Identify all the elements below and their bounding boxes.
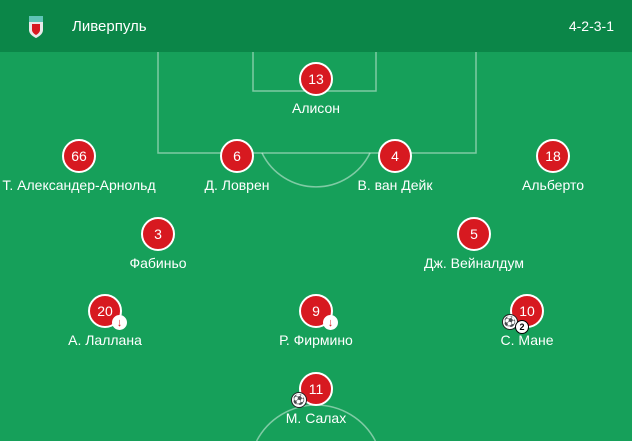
- player-name: Т. Александер-Арнольд: [2, 177, 156, 193]
- player-name: В. ван Дейк: [357, 177, 433, 193]
- team-header: Ливерпуль 4-2-3-1: [0, 0, 632, 52]
- formation: 4-2-3-1: [568, 18, 614, 34]
- player-number: 6: [220, 139, 254, 173]
- player-name: Дж. Вейналдум: [424, 255, 524, 271]
- player-number: 18: [536, 139, 570, 173]
- substitution-out-icon: ↓: [323, 315, 338, 330]
- player-number: 9: [299, 294, 333, 328]
- player-name: А. Лаллана: [68, 332, 142, 348]
- player-number: 5: [457, 217, 491, 251]
- player-name: Алисон: [291, 100, 340, 116]
- player-name: Д. Ловрен: [204, 177, 270, 193]
- player-number: 66: [62, 139, 96, 173]
- player-name: Р. Фирмино: [279, 332, 353, 348]
- player-name: М. Салах: [285, 410, 347, 426]
- player-number: 11: [299, 372, 333, 406]
- goal-ball-icon: ⚽: [291, 392, 307, 408]
- substitution-out-icon: ↓: [112, 315, 127, 330]
- player-number: 3: [141, 217, 175, 251]
- player-number: 4: [378, 139, 412, 173]
- player-name: Фабиньо: [129, 255, 187, 271]
- player-name: Альберто: [522, 177, 584, 193]
- team-name: Ливерпуль: [72, 18, 147, 35]
- liverpool-crest-icon: [29, 16, 43, 38]
- goal-count: 2: [515, 320, 529, 334]
- player-name: С. Мане: [500, 332, 554, 348]
- player-number: 13: [299, 62, 333, 96]
